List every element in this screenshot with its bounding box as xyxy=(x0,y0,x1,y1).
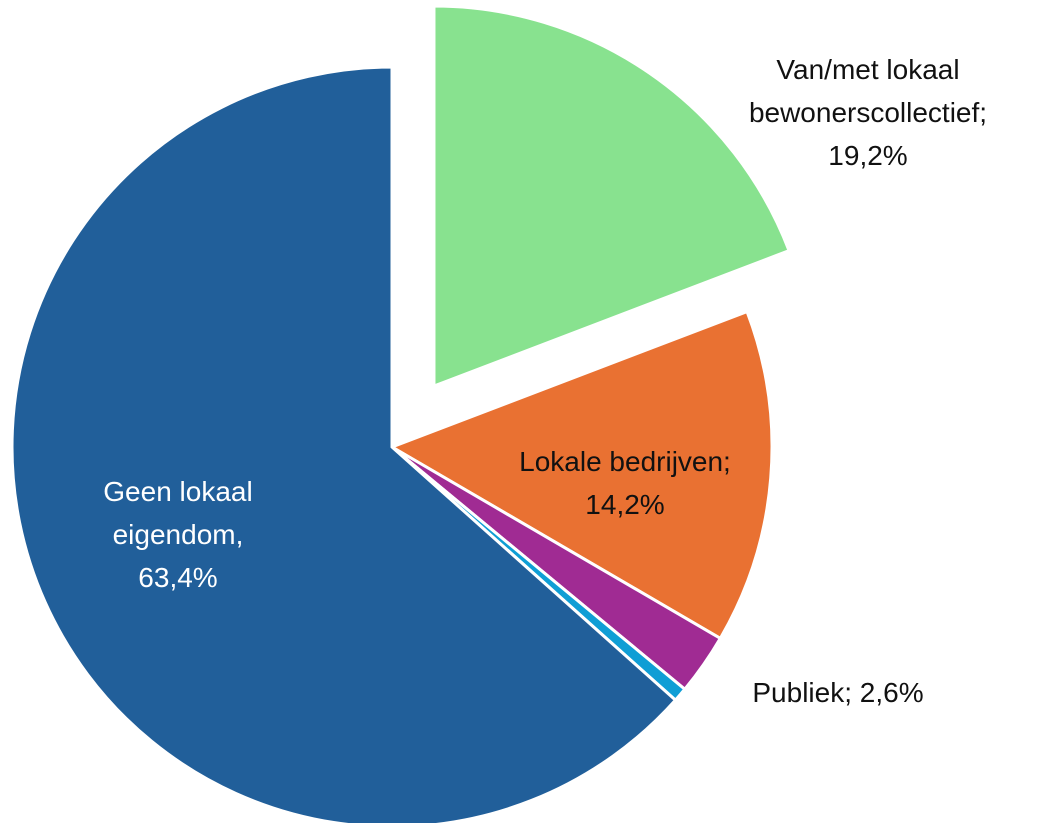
data-label: Geen lokaal eigendom, 63,4% xyxy=(78,470,278,599)
value-label: 63,4% xyxy=(138,562,218,593)
category-label: Geen lokaal eigendom, xyxy=(103,476,253,550)
value-label: 19,2% xyxy=(828,140,908,171)
category-label: Publiek; xyxy=(752,677,852,708)
value-label: 14,2% xyxy=(585,489,665,520)
pie-slice xyxy=(10,65,678,823)
pie-slice xyxy=(388,309,774,641)
data-label: Van/met lokaal bewonerscollectief; 19,2% xyxy=(718,48,1018,177)
data-label: Lokale bedrijven; 14,2% xyxy=(475,440,775,526)
value-label: 2,6% xyxy=(859,677,924,708)
pie-slice xyxy=(432,4,791,389)
category-label: Van/met lokaal bewonerscollectief; xyxy=(748,54,988,128)
data-label: Publiek; 2,6% xyxy=(708,671,968,714)
category-label: Lokale bedrijven; xyxy=(519,446,731,477)
